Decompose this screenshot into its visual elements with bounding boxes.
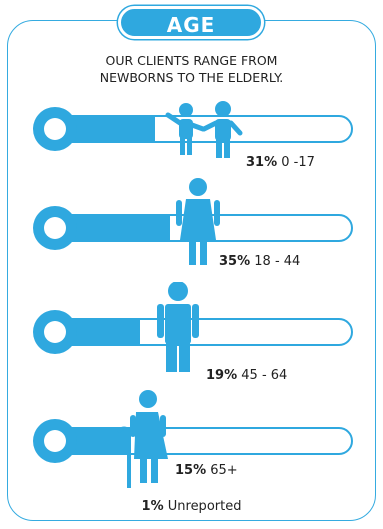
- intro-line-1: OUR CLIENTS RANGE FROM: [105, 53, 278, 68]
- age-group-row-0-17: 31% 0 -17: [0, 95, 383, 185]
- age-group-row-18-44: 35% 18 - 44: [0, 178, 383, 269]
- thermometer-bar: [33, 101, 353, 158]
- man-icon: [157, 282, 199, 372]
- age-title: AGE: [118, 6, 264, 39]
- unreported-label: 1% Unreported: [141, 499, 242, 514]
- age-group-row-65-plus: 15% 65+: [0, 385, 383, 488]
- elderly-woman-icon: [116, 390, 168, 488]
- age-group-label: 31% 0 -17: [246, 155, 315, 170]
- thermometer-bar: [33, 178, 353, 265]
- age-group-label: 19% 45 - 64: [206, 368, 288, 383]
- thermometer-bar: [33, 282, 353, 372]
- intro-line-2: NEWBORNS TO THE ELDERLY.: [99, 70, 284, 85]
- children-icon: [165, 101, 243, 158]
- thermometer-bar: [33, 390, 353, 488]
- age-group-row-45-64: 19% 45 - 64: [0, 282, 383, 383]
- age-group-label: 35% 18 - 44: [219, 254, 301, 269]
- age-group-label: 15% 65+: [175, 463, 238, 478]
- woman-icon: [176, 178, 220, 265]
